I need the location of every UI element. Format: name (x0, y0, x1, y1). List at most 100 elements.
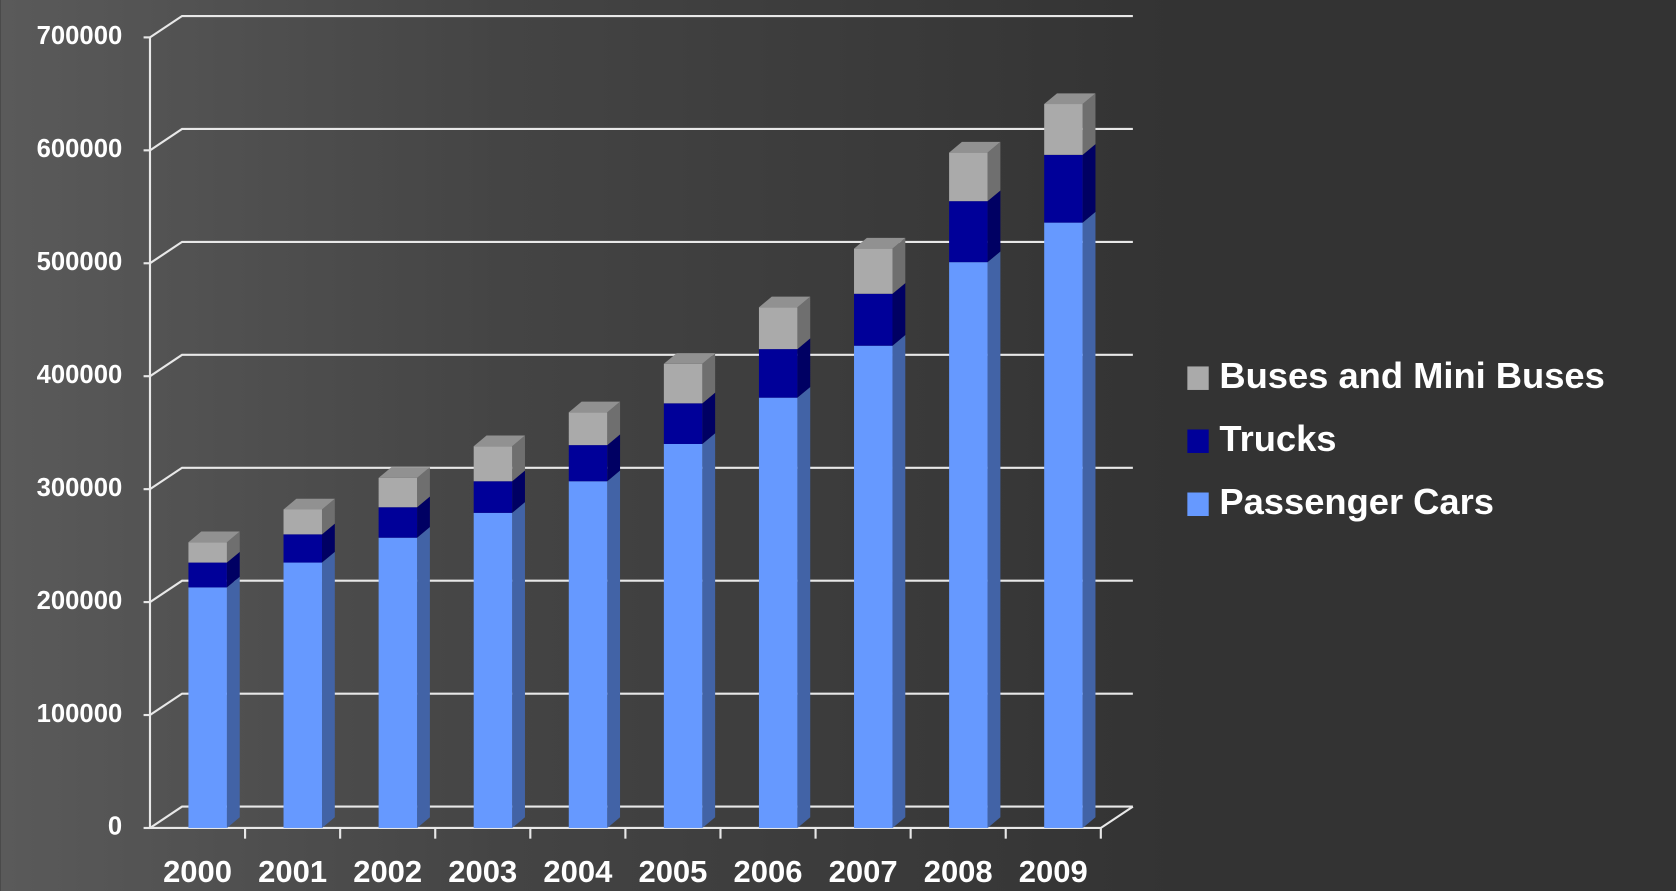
y-tick-label: 300000 (37, 474, 123, 502)
y-tick-label: 0 (108, 813, 122, 841)
x-tick-label: 2005 (638, 854, 707, 889)
bar-side (797, 338, 811, 398)
legend-label: Buses and Mini Buses (1219, 355, 1604, 396)
legend-swatch (1187, 492, 1209, 517)
bar-segment (188, 542, 227, 563)
legend-swatch (1187, 429, 1209, 453)
bar-side (321, 551, 335, 828)
grid-line (149, 14, 1133, 39)
legend-label: Passenger Cars (1219, 481, 1494, 522)
bar-side (607, 401, 621, 446)
bar-side (702, 392, 716, 444)
bar-segment (473, 512, 513, 828)
y-tick-label: 200000 (37, 587, 123, 615)
bar-side (797, 296, 811, 350)
bar-segment (758, 397, 798, 828)
bar-side (892, 237, 906, 294)
bar-top (663, 353, 716, 364)
bar-side (797, 386, 811, 828)
y-tick-label: 400000 (37, 361, 123, 389)
bar-segment (283, 562, 322, 828)
x-tick-label: 2001 (258, 854, 327, 889)
bar-side (702, 433, 716, 828)
bar-segment (663, 363, 703, 404)
bar-segment (854, 248, 893, 294)
bar-segment (949, 152, 988, 202)
bar-segment (949, 262, 988, 828)
bar-segment (283, 509, 322, 535)
bar-segment (1044, 104, 1083, 155)
bar-segment (758, 307, 798, 350)
bar-segment (378, 507, 418, 538)
legend-label: Trucks (1219, 418, 1336, 459)
bar-side (512, 470, 525, 513)
bar-side (321, 523, 335, 563)
x-tick-label: 2002 (353, 854, 422, 889)
x-tick-label: 2009 (1019, 854, 1088, 889)
bar-side (226, 551, 240, 588)
bar-top (378, 467, 430, 478)
x-tick-label: 2008 (924, 854, 993, 889)
bar-segment (854, 293, 893, 346)
bar-side (417, 467, 430, 508)
bar-top (1044, 93, 1096, 105)
bar-top (188, 531, 240, 543)
y-tick-label: 600000 (37, 135, 123, 163)
grid-line (149, 805, 1133, 829)
y-tick-label: 500000 (37, 248, 123, 276)
bar-segment (568, 412, 608, 446)
x-tick-label: 2007 (829, 854, 898, 889)
grid-line (149, 127, 1133, 152)
bar-side (512, 435, 525, 482)
bar-top (473, 435, 525, 447)
bar-side (702, 353, 716, 404)
x-tick-label: 2006 (734, 854, 803, 889)
bar-side (226, 531, 240, 563)
grid-line (149, 466, 1133, 491)
bar-segment (1044, 222, 1083, 828)
bar-segment (663, 403, 703, 444)
bar-segment (473, 481, 513, 513)
bar-side (1082, 144, 1096, 223)
bar-segment (758, 349, 798, 398)
grid-line (149, 353, 1133, 378)
grid-line (149, 579, 1133, 603)
bar-top (283, 498, 335, 510)
bar-top (949, 141, 1001, 153)
x-tick-label: 2004 (543, 854, 613, 889)
grid-line (149, 240, 1133, 265)
bar-side (892, 283, 906, 346)
bar-side (607, 470, 621, 828)
bar-side (226, 576, 240, 828)
bar-top (854, 237, 906, 249)
bar-top (758, 296, 811, 308)
bar-segment (188, 587, 227, 828)
bar-side (987, 141, 1001, 202)
grid-line (149, 692, 1133, 716)
bar-segment (378, 537, 418, 828)
bar-side (987, 190, 1001, 263)
bar-segment (568, 445, 608, 482)
y-tick-label: 700000 (37, 22, 123, 50)
x-tick-label: 2003 (448, 854, 517, 889)
y-tick-label: 100000 (37, 700, 123, 728)
bar-segment (663, 443, 703, 828)
bar-side (892, 335, 906, 828)
bar-side (987, 251, 1001, 828)
bar-segment (473, 446, 513, 482)
bar-side (417, 496, 430, 538)
bar-segment (378, 477, 418, 508)
bar-segment (854, 345, 893, 828)
x-tick-label: 2000 (163, 854, 232, 889)
bar-side (512, 502, 525, 828)
bar-segment (568, 481, 608, 828)
bar-side (1082, 211, 1096, 828)
bar-segment (1044, 154, 1083, 223)
bar-side (607, 434, 621, 482)
bar-segment (283, 534, 322, 563)
bar-top (568, 401, 621, 413)
bar-side (1082, 93, 1096, 155)
